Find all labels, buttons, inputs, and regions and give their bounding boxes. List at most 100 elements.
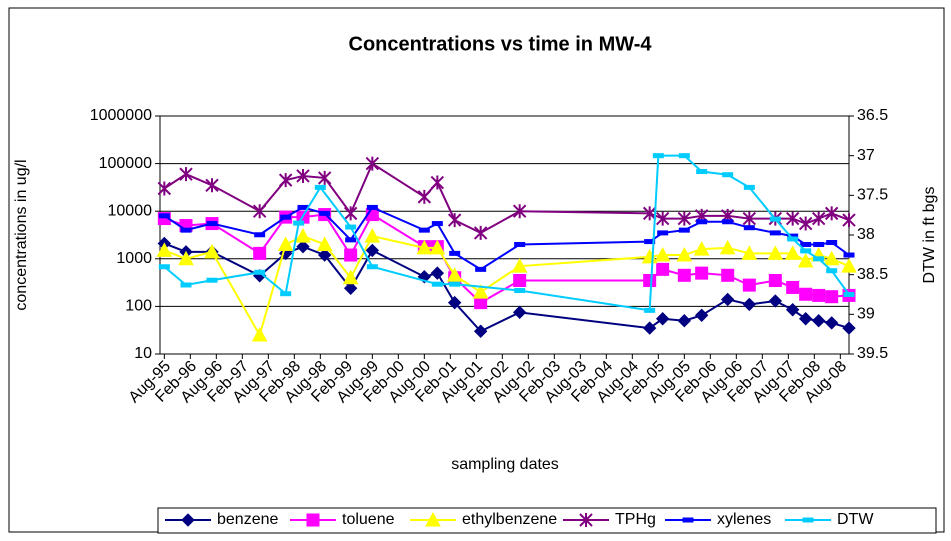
marker: [785, 303, 800, 317]
marker: [319, 210, 331, 216]
marker: [655, 312, 670, 326]
series-line: [163, 162, 850, 235]
marker: [784, 245, 801, 260]
marker: [204, 243, 220, 259]
marker: [293, 220, 305, 226]
marker: [280, 214, 292, 220]
marker: [824, 316, 839, 330]
legend-marker: [802, 517, 814, 523]
legend-marker: [682, 517, 694, 523]
marker: [654, 246, 671, 262]
marker: [785, 211, 800, 226]
marker: [296, 239, 310, 254]
marker: [798, 312, 813, 326]
marker: [447, 213, 462, 228]
marker: [786, 280, 800, 294]
y-axis-label: concentrations in ug/l: [13, 159, 30, 310]
marker: [787, 236, 799, 242]
marker: [643, 274, 657, 288]
marker: [429, 239, 446, 255]
marker: [696, 169, 708, 175]
legend-label: TPHg: [615, 511, 656, 528]
legend-marker: [181, 513, 195, 527]
marker: [644, 307, 656, 313]
y2-tick-label: 39: [857, 306, 875, 323]
legend-item: toluene: [290, 511, 395, 528]
marker: [511, 258, 528, 273]
marker: [513, 274, 527, 288]
marker: [366, 204, 378, 210]
marker: [644, 239, 656, 245]
marker: [296, 168, 310, 183]
marker: [254, 232, 266, 238]
marker: [317, 248, 332, 262]
marker: [317, 170, 332, 185]
marker: [364, 228, 381, 243]
marker: [652, 153, 664, 159]
marker: [768, 274, 782, 288]
y-tick-label: 10000: [108, 202, 153, 219]
marker: [473, 225, 488, 240]
marker: [344, 248, 358, 262]
y-tick-label: 100: [125, 298, 152, 315]
marker: [676, 246, 693, 262]
y2-tick-label: 37.5: [857, 187, 888, 204]
marker: [797, 252, 814, 268]
marker: [366, 264, 378, 270]
marker: [512, 305, 527, 320]
marker: [514, 241, 526, 247]
marker: [825, 290, 839, 304]
legend-marker: [306, 513, 320, 527]
legend-label: DTW: [837, 511, 874, 528]
marker: [798, 216, 813, 231]
legend-item: xylenes: [665, 511, 771, 528]
marker: [157, 181, 172, 196]
marker: [472, 284, 489, 299]
marker: [449, 281, 461, 287]
marker: [768, 294, 783, 308]
marker: [719, 239, 736, 255]
legend-label: benzene: [217, 511, 278, 528]
marker: [722, 219, 734, 225]
marker: [678, 153, 690, 159]
marker: [342, 269, 359, 285]
marker: [696, 219, 708, 225]
y-tick-label: 10: [134, 345, 152, 362]
marker: [431, 221, 443, 227]
marker: [345, 224, 357, 230]
marker: [695, 266, 709, 280]
marker: [365, 156, 380, 171]
legend-label: xylenes: [717, 511, 771, 528]
marker: [158, 264, 170, 270]
marker: [767, 245, 784, 260]
marker: [449, 250, 461, 256]
marker: [345, 237, 357, 243]
y-tick-label: 1000000: [90, 107, 152, 124]
marker: [769, 230, 781, 236]
marker: [253, 246, 267, 260]
marker: [179, 167, 193, 182]
marker: [826, 240, 838, 246]
marker: [417, 189, 432, 204]
marker: [742, 297, 757, 312]
marker: [642, 206, 657, 221]
legend-label: toluene: [342, 511, 395, 528]
marker: [314, 184, 326, 190]
marker: [812, 288, 826, 302]
marker: [693, 241, 710, 256]
marker: [178, 250, 194, 266]
marker: [343, 281, 358, 296]
x-axis-label: sampling dates: [451, 456, 559, 473]
marker: [694, 308, 709, 323]
marker: [430, 175, 445, 190]
marker: [677, 268, 691, 282]
marker: [841, 258, 857, 273]
marker: [743, 225, 755, 231]
marker: [280, 291, 292, 297]
marker: [813, 256, 825, 262]
y-tick-label: 1000: [116, 250, 152, 267]
marker: [800, 248, 812, 254]
marker: [657, 230, 669, 236]
marker: [742, 211, 757, 226]
marker: [365, 243, 380, 258]
